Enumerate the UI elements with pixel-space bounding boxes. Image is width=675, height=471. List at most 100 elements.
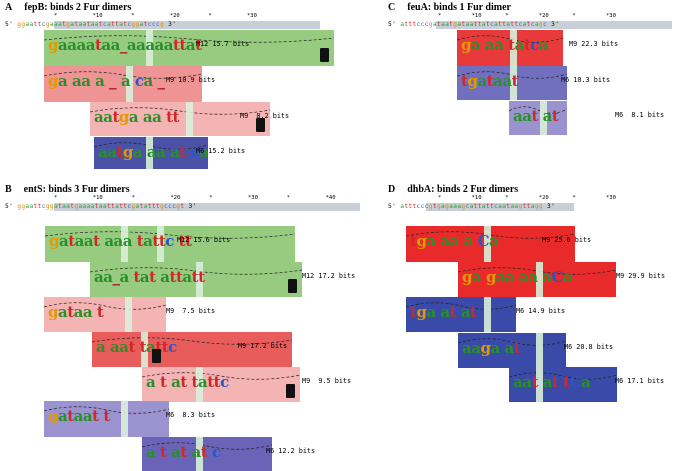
- site-bits: 9.5 bits: [314, 377, 352, 385]
- dna-sequence: 5' atttcccgtgagaaagcattattcaataagttagg 3…: [388, 203, 555, 211]
- site-bits: 8.3 bits: [178, 411, 216, 419]
- site-score-label: M6 17.1 bits: [615, 377, 664, 385]
- site-score-label: M9 7.5 bits: [166, 307, 215, 315]
- site-bits: 7.5 bits: [178, 307, 216, 315]
- binding-region-shade: [54, 203, 360, 211]
- logo-block-m6: aatga aa at ca: [94, 137, 208, 169]
- highlighted-base: [152, 349, 161, 363]
- dyad-center-marker: [196, 367, 203, 402]
- sequence-line: 5' atttcccgtgagaaagcattattcaataagttagg 3…: [388, 203, 675, 211]
- ic-curve: [142, 442, 272, 450]
- position-tick: *: [572, 13, 576, 19]
- site-bits: 20.8 bits: [576, 343, 614, 351]
- position-tick: *: [286, 195, 291, 201]
- site-model: M6: [196, 147, 205, 155]
- position-tick: *: [54, 13, 58, 19]
- ic-curve: [92, 337, 292, 345]
- position-tick: *30: [606, 13, 616, 19]
- site-score-label: M12 17.2 bits: [302, 272, 355, 280]
- dyad-center-marker: [536, 333, 543, 368]
- site-model: M9: [542, 236, 551, 244]
- site-model: M9: [616, 272, 625, 280]
- site-model: M9: [166, 76, 175, 84]
- sequence-line: 5' ggaattcggataatgaaaataattattcgatatttgc…: [5, 203, 365, 211]
- site-model: M12: [196, 40, 209, 48]
- sequence-logo-letters: gataat aaa tattc tt: [49, 232, 192, 250]
- dyad-center-marker: [141, 332, 148, 367]
- panel-heading-text: entS: binds 3 Fur dimers: [23, 184, 130, 195]
- logo-block-m9: gataa t: [44, 297, 166, 332]
- position-tick: *: [505, 13, 509, 19]
- site-model: M6: [266, 447, 275, 455]
- ic-curve: [44, 35, 334, 43]
- ic-curve: [142, 372, 300, 380]
- position-tick: *10: [92, 195, 103, 201]
- logo-block-m6: a t at at c: [142, 437, 272, 471]
- site-score-label: M9 22.3 bits: [569, 40, 618, 48]
- sequence-logo-letters: aa_a tat attatt: [94, 268, 205, 286]
- position-tick: *: [54, 195, 58, 201]
- panel-letter: D: [388, 184, 396, 195]
- site-bits: 10.3 bits: [573, 76, 611, 84]
- sequence-logo-letters: ga aa tatca: [461, 36, 549, 54]
- position-tick: *30: [247, 13, 257, 19]
- site-score-label: M6 20.8 bits: [564, 343, 613, 351]
- sequence-logo-letters: aat at tCa: [513, 373, 591, 391]
- site-bits: 10.9 bits: [178, 76, 216, 84]
- dyad-center-marker: [125, 297, 132, 332]
- binding-region-shade: [54, 21, 320, 29]
- dyad-center-marker: [146, 137, 153, 169]
- site-score-label: M6 12.2 bits: [266, 447, 315, 455]
- dyad-center-marker: [540, 101, 547, 135]
- sequence-logo-letters: aatga aa at ca: [98, 143, 208, 161]
- sequence-line: 5' atttcccgataatgataattatcattattcatcagc …: [388, 21, 675, 29]
- dna-sequence: 5' ggaattcggataatgaaaataattattcgatatttgc…: [5, 203, 197, 211]
- logo-block-m12: aa_a tat attatt: [90, 262, 302, 297]
- dyad-center-marker: [484, 297, 491, 332]
- sequence-bases: atttcccgataatgataattatcattattcatcagc: [400, 21, 548, 28]
- position-tick: *20: [170, 195, 181, 201]
- logo-block-m9: ga aa tatca: [457, 30, 563, 66]
- position-tick: *: [131, 195, 135, 201]
- position-tick: *30: [606, 195, 616, 201]
- dyad-center-marker: [536, 367, 543, 402]
- panel-letter: C: [388, 2, 396, 13]
- ic-curve: [44, 71, 202, 79]
- site-bits: 15.7 bits: [212, 40, 250, 48]
- five-prime-label: 5': [5, 203, 18, 210]
- site-score-label: M9 29.9 bits: [616, 272, 665, 280]
- site-bits: 15.6 bits: [193, 236, 231, 244]
- site-bits: 15.2 bits: [208, 147, 246, 155]
- position-tick: *20: [538, 13, 549, 19]
- site-score-label: M6 8.3 bits: [166, 411, 215, 419]
- position-tick: *20: [169, 13, 180, 19]
- sequence-logo-letters: gataa t: [48, 303, 104, 321]
- sequence-logo-letters: a t at tattc: [146, 373, 229, 391]
- dyad-center-marker: [196, 437, 203, 471]
- binding-region-shade: [426, 203, 574, 211]
- three-prime-label: 3': [164, 21, 177, 28]
- site-model: M6: [564, 343, 573, 351]
- logo-block-m9: ga aa a _ a ca _: [44, 66, 202, 102]
- position-tick: *10: [92, 13, 103, 19]
- five-prime-label: 5': [388, 203, 401, 210]
- position-tick: *: [505, 195, 509, 201]
- highlighted-base: [286, 384, 295, 398]
- dyad-center-marker: [157, 226, 164, 262]
- site-model: M6: [561, 76, 570, 84]
- site-bits: 22.3 bits: [581, 40, 619, 48]
- logo-block-m6: aaga at: [458, 333, 566, 368]
- site-model: M6: [516, 307, 525, 315]
- position-tick: *40: [325, 195, 336, 201]
- site-bits: 8.2 bits: [252, 112, 290, 120]
- position-tick: *: [438, 13, 442, 19]
- logo-block-m12: gataat aaa tattc tt: [45, 226, 295, 262]
- site-model: M9: [166, 307, 175, 315]
- ic-curve: [458, 267, 616, 275]
- logo-block-m6: aat at tCa: [509, 367, 617, 402]
- site-score-label: M9 9.5 bits: [302, 377, 351, 385]
- dna-sequence: 5' ggaattcgaaatgataataatcattatcggatcccg …: [5, 21, 176, 29]
